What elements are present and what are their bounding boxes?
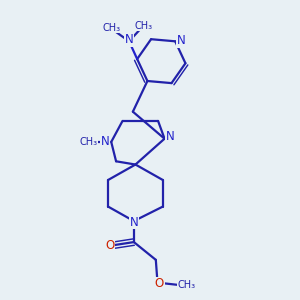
Text: CH₃: CH₃: [177, 280, 196, 290]
Text: N: N: [130, 216, 138, 229]
Text: O: O: [105, 239, 114, 252]
Text: CH₃: CH₃: [80, 137, 98, 147]
Text: CH₃: CH₃: [135, 21, 153, 31]
Text: N: N: [101, 135, 110, 148]
Text: N: N: [166, 130, 175, 143]
Text: CH₃: CH₃: [102, 23, 120, 33]
Text: O: O: [155, 277, 164, 290]
Text: N: N: [177, 34, 185, 47]
Text: N: N: [125, 33, 134, 46]
